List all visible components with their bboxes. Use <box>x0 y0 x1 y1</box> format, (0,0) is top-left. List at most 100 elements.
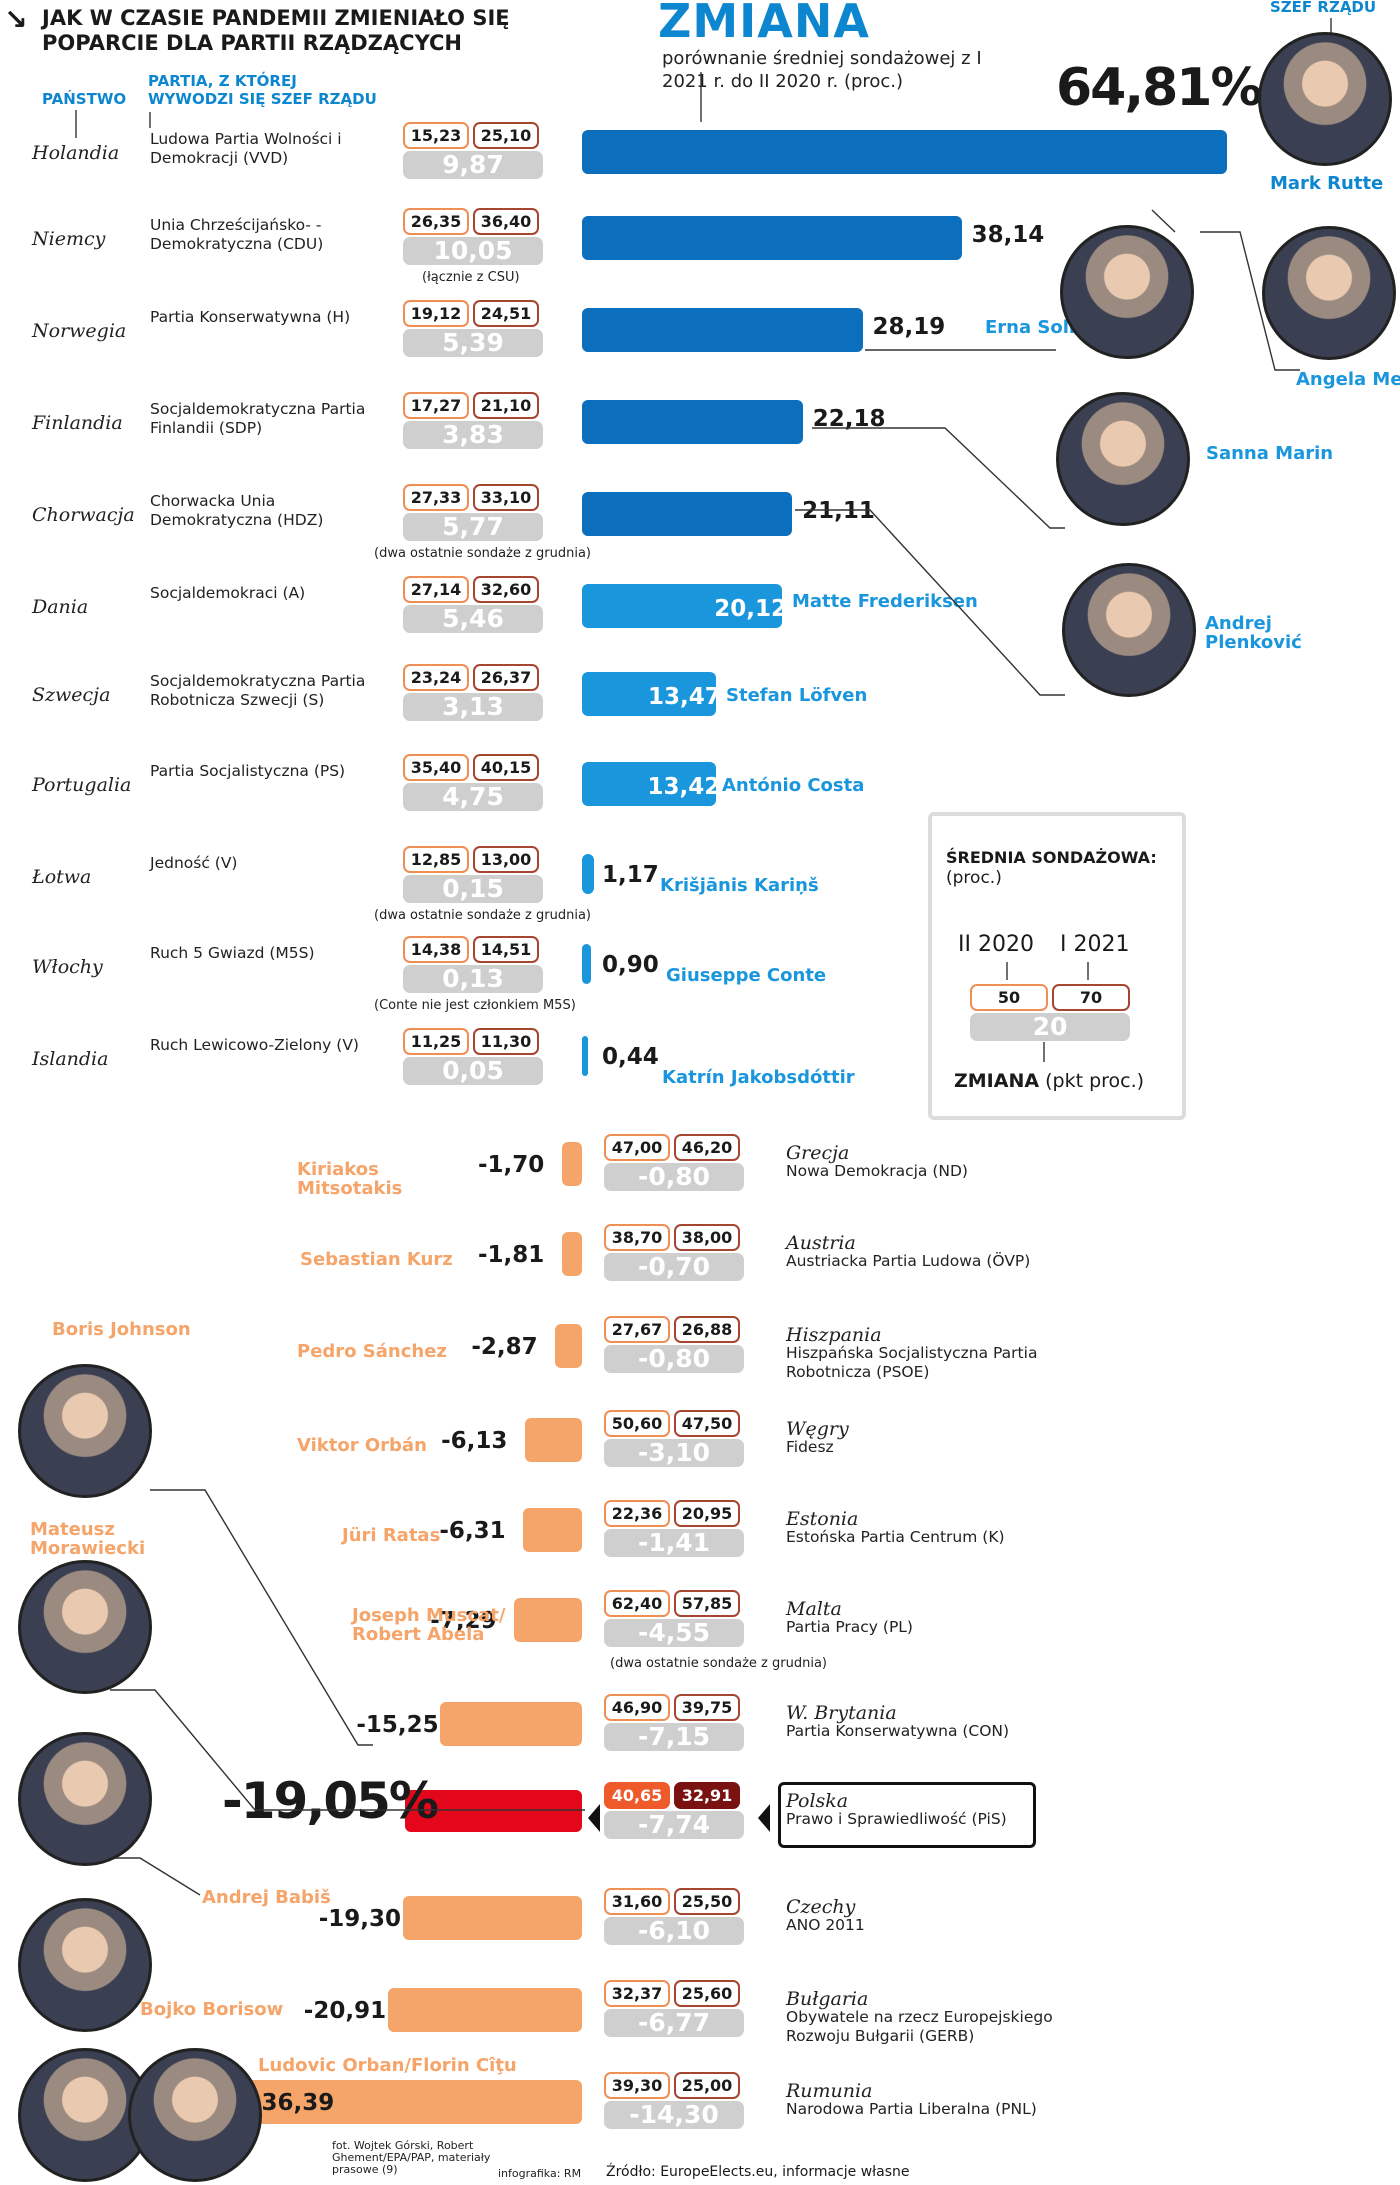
legend-feb-value: 50 <box>970 984 1048 1011</box>
poll-pair: 32,37 25,60 <box>604 1980 744 2007</box>
row-1-value: 38,14 <box>971 222 1045 248</box>
row-7-party: Partia Socjalistyczna (PS) <box>150 762 346 780</box>
poll-change: -4,55 <box>604 1619 744 1647</box>
row-6-value: 13,47 <box>648 684 721 710</box>
neg-row-10-value: -36,39 <box>252 2090 335 2116</box>
poll-feb-2020: 26,35 <box>403 208 469 235</box>
poll-feb-2020: 62,40 <box>604 1590 670 1617</box>
neg-row-6-poll-values: 46,90 39,75 -7,15 <box>604 1694 744 1751</box>
poll-change: 0,13 <box>403 965 543 993</box>
poll-pair: 47,00 46,20 <box>604 1134 744 1161</box>
row-0-poll-values: 15,23 25,10 9,87 <box>403 122 543 179</box>
neg-row-8-party: ANO 2011 <box>786 1916 865 1934</box>
poll-feb-2020: 22,36 <box>604 1500 670 1527</box>
poll-jan-2021: 47,50 <box>674 1410 740 1437</box>
column-header-country: PAŃSTWO <box>42 90 127 108</box>
row-0-value: 64,81% <box>1056 58 1263 118</box>
poll-pair: 22,36 20,95 <box>604 1500 744 1527</box>
row-10-bar <box>582 1036 588 1076</box>
row-0-bar <box>582 130 1227 174</box>
poll-pair: 17,27 21,10 <box>403 392 543 419</box>
poll-jan-2021: 20,95 <box>674 1500 740 1527</box>
neg-row-1-bar <box>562 1232 582 1276</box>
neg-row-0-bar <box>562 1142 582 1186</box>
neg-row-7-party: Prawo i Sprawiedliwość (PiS) <box>786 1810 1007 1828</box>
row-7-country: Portugalia <box>32 774 132 796</box>
neg-row-5-note: (dwa ostatnie sondaże z grudnia) <box>610 1656 827 1671</box>
poll-change: 9,87 <box>403 151 543 179</box>
row-5-party: Socjaldemokraci (A) <box>150 584 306 602</box>
poll-pair: 19,12 24,51 <box>403 300 543 327</box>
row-3-country: Finlandia <box>32 412 123 434</box>
row-9-value: 0,90 <box>602 952 659 978</box>
chart-subtitle: porównanie średniej sondażowej z I 2021 … <box>662 48 982 92</box>
poll-feb-2020: 38,70 <box>604 1224 670 1251</box>
poll-jan-2021: 13,00 <box>473 846 539 873</box>
legend-box: ŚREDNIA SONDAŻOWA: (proc.) II 2020 I 202… <box>928 812 1186 1120</box>
poll-change: -6,77 <box>604 2009 744 2037</box>
row-8-country: Łotwa <box>32 866 92 888</box>
poland-arrow-left-icon <box>588 1804 600 1832</box>
neg-row-1-value: -1,81 <box>478 1242 545 1268</box>
poll-feb-2020: 17,27 <box>403 392 469 419</box>
poll-change: 0,15 <box>403 875 543 903</box>
andrej-plenkovic-portrait <box>1062 563 1196 697</box>
poll-change: -0,70 <box>604 1253 744 1281</box>
neg-row-3-bar <box>525 1418 582 1462</box>
row-10-country: Islandia <box>32 1048 109 1070</box>
neg-row-7-poll-values: 40,65 32,91 -7,74 <box>604 1782 744 1839</box>
poll-feb-2020: 39,30 <box>604 2072 670 2099</box>
neg-row-0-country: Grecja <box>786 1142 850 1164</box>
neg-row-2-leader: Pedro Sánchez <box>297 1341 447 1362</box>
row-1-party: Unia Chrześcijańsko- -Demokratyczna (CDU… <box>150 216 324 253</box>
poll-jan-2021: 25,00 <box>674 2072 740 2099</box>
poll-feb-2020: 31,60 <box>604 1888 670 1915</box>
poll-change: 5,46 <box>403 605 543 633</box>
neg-row-10-bar <box>244 2080 582 2124</box>
column-header-party: PARTIA, Z KTÓREJ WYWODZI SIĘ SZEF RZĄDU <box>148 72 377 108</box>
neg-row-3-poll-values: 50,60 47,50 -3,10 <box>604 1410 744 1467</box>
poll-feb-2020: 32,37 <box>604 1980 670 2007</box>
poll-feb-2020: 50,60 <box>604 1410 670 1437</box>
poll-feb-2020: 46,90 <box>604 1694 670 1721</box>
poll-pair: 27,67 26,88 <box>604 1316 744 1343</box>
poll-jan-2021: 26,37 <box>473 664 539 691</box>
neg-row-7-country: Polska <box>786 1790 849 1812</box>
row-2-poll-values: 19,12 24,51 5,39 <box>403 300 543 357</box>
neg-row-10-country: Rumunia <box>786 2080 873 2102</box>
corner-arrow-icon: ↘ <box>4 3 28 36</box>
neg-row-4-bar <box>523 1508 582 1552</box>
poll-pair: 11,25 11,30 <box>403 1028 543 1055</box>
row-2-bar <box>582 308 863 352</box>
neg-row-2-country: Hiszpania <box>786 1324 882 1346</box>
neg-row-3-leader: Viktor Orbán <box>297 1435 427 1456</box>
mark-rutte-portrait <box>1258 32 1392 166</box>
legend-title: ŚREDNIA SONDAŻOWA: <box>946 848 1157 867</box>
poll-jan-2021: 32,60 <box>473 576 539 603</box>
poll-pair: 40,65 32,91 <box>604 1782 744 1809</box>
row-1-poll-values: 26,35 36,40 10,05 <box>403 208 543 265</box>
row-7-bar <box>582 762 716 806</box>
neg-row-6-leader: Boris Johnson <box>52 1319 191 1340</box>
row-7-value: 13,42 <box>647 774 721 800</box>
neg-row-0-value: -1,70 <box>478 1152 545 1178</box>
legend-label-jan: I 2021 <box>1060 932 1130 957</box>
neg-row-5-bar <box>514 1598 582 1642</box>
row-4-poll-values: 27,33 33,10 5,77 <box>403 484 543 541</box>
poll-change: 5,39 <box>403 329 543 357</box>
poll-pair: 62,40 57,85 <box>604 1590 744 1617</box>
poll-jan-2021: 46,20 <box>674 1134 740 1161</box>
poll-jan-2021: 40,15 <box>473 754 539 781</box>
row-1-country: Niemcy <box>32 228 106 250</box>
poll-jan-2021: 25,10 <box>473 122 539 149</box>
poll-change: 4,75 <box>403 783 543 811</box>
row-9-leader: Giuseppe Conte <box>666 965 827 986</box>
legend-label-feb: II 2020 <box>958 932 1034 957</box>
poll-change: 5,77 <box>403 513 543 541</box>
poll-feb-2020: 47,00 <box>604 1134 670 1161</box>
neg-row-5-value: -7,29 <box>430 1608 497 1634</box>
row-5-poll-values: 27,14 32,60 5,46 <box>403 576 543 633</box>
row-9-bar <box>582 944 591 984</box>
neg-row-3-value: -6,13 <box>441 1428 508 1454</box>
row-10-poll-values: 11,25 11,30 0,05 <box>403 1028 543 1085</box>
